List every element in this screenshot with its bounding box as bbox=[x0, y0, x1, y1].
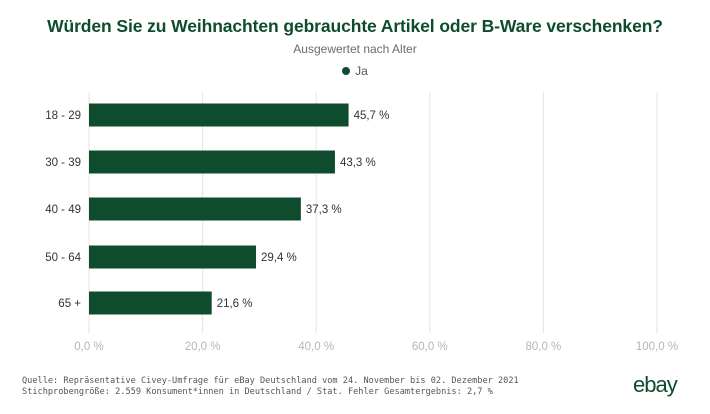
bar bbox=[89, 245, 256, 269]
y-category-label: 50 - 64 bbox=[45, 252, 81, 264]
bar-value-label: 43,3 % bbox=[340, 157, 376, 169]
bar-value-label: 21,6 % bbox=[217, 298, 253, 310]
source-note: Quelle: Repräsentative Civey-Umfrage für… bbox=[22, 376, 519, 397]
chart-subtitle: Ausgewertet nach Alter bbox=[293, 42, 417, 56]
bar bbox=[89, 197, 301, 221]
chart-legend: Ja bbox=[0, 64, 710, 78]
chart-title: Würden Sie zu Weihnachten gebrauchte Art… bbox=[47, 16, 663, 36]
bar-value-label: 45,7 % bbox=[354, 110, 390, 122]
legend-marker bbox=[342, 67, 351, 75]
source-line: Quelle: Repräsentative Civey-Umfrage für… bbox=[22, 376, 519, 386]
sample-size-line: Stichprobengröße: 2.559 Konsument*innen … bbox=[22, 386, 493, 397]
x-tick-label: 20,0 % bbox=[185, 341, 221, 353]
legend-label: Ja bbox=[355, 64, 368, 78]
y-category-label: 18 - 29 bbox=[45, 110, 81, 122]
bar-value-label: 29,4 % bbox=[261, 252, 297, 264]
ebay-logo: ebay bbox=[633, 372, 678, 397]
y-category-label: 30 - 39 bbox=[45, 157, 81, 169]
x-tick-label: 80,0 % bbox=[525, 341, 561, 353]
y-category-label: 65 + bbox=[58, 298, 81, 310]
y-category-label: 40 - 49 bbox=[45, 204, 81, 216]
x-tick-label: 40,0 % bbox=[298, 341, 334, 353]
bar bbox=[89, 103, 349, 127]
bar-value-label: 37,3 % bbox=[306, 204, 342, 216]
bar bbox=[89, 291, 212, 315]
bar bbox=[89, 150, 335, 174]
x-tick-label: 100,0 % bbox=[636, 341, 678, 353]
x-tick-label: 60,0 % bbox=[412, 341, 448, 353]
x-tick-label: 0,0 % bbox=[74, 341, 103, 353]
